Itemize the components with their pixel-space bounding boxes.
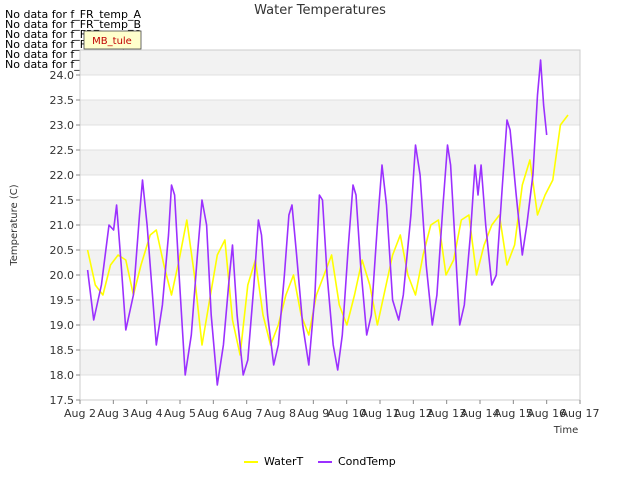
x-tick-label: Aug 14 — [461, 407, 500, 420]
grid-band — [80, 200, 580, 225]
x-tick-label: Aug 13 — [427, 407, 466, 420]
x-tick-label: Aug 16 — [527, 407, 566, 420]
y-tick-label: 21.5 — [50, 194, 75, 207]
y-tick-label: 22.5 — [50, 144, 75, 157]
y-tick-label: 18.0 — [50, 369, 75, 382]
grid-band — [80, 50, 580, 75]
y-tick-label: 20.5 — [50, 244, 75, 257]
no-data-message: No data for f_FR_temp_A — [5, 8, 141, 21]
chart-title: Water Temperatures — [254, 3, 386, 18]
grid-band — [80, 150, 580, 175]
legend-label-condtemp: CondTemp — [338, 455, 396, 468]
y-tick-label: 19.5 — [50, 294, 75, 307]
grid-band — [80, 225, 580, 250]
y-tick-label: 17.5 — [50, 394, 75, 407]
x-axis: Aug 2 Aug 3 Aug 4 Aug 5 Aug 6 Aug 7 Aug 8 Aug 9… — [64, 400, 599, 420]
x-tick-label: Aug 9 — [297, 407, 329, 420]
x-tick-label: Aug 11 — [361, 407, 400, 420]
series-line-watert — [86, 114, 569, 356]
y-tick-label: 20.0 — [50, 269, 75, 282]
series-lines — [86, 59, 569, 386]
y-tick-label: 19.0 — [50, 319, 75, 332]
series-line-condtemp — [86, 59, 548, 386]
site-tag-label: MB_tule — [92, 36, 132, 47]
no-data-message: No data for f_FR_temp_C — [5, 28, 142, 41]
no-data-message: No data for f_FR_temp_B — [5, 18, 142, 31]
grid-band — [80, 325, 580, 350]
grid-band — [80, 375, 580, 400]
y-tick-label: 23.5 — [50, 94, 75, 107]
x-tick-label: Aug 6 — [197, 407, 229, 420]
y-axis-title: Temperature (C) — [9, 184, 20, 266]
site-tag-box — [83, 30, 142, 50]
x-tick-label: Aug 5 — [164, 407, 196, 420]
y-tick-label: 22.0 — [50, 169, 75, 182]
grid-band — [80, 175, 580, 200]
y-tick-label: 21.0 — [50, 219, 75, 232]
y-tick-label: 18.5 — [50, 344, 75, 357]
x-tick-label: Aug 3 — [97, 407, 129, 420]
no-data-message: No data for f_Temp_A — [5, 48, 123, 61]
grid-band — [80, 350, 580, 375]
grid-bands — [80, 49, 580, 401]
x-tick-label: Aug 15 — [494, 407, 533, 420]
x-tick-label: Aug 8 — [264, 407, 296, 420]
legend-label-watert: WaterT — [264, 455, 304, 468]
y-axis: 17.5 18.0 18.5 19.0 19.5 20.0 20.5 21.0 21.5 22.0… — [50, 69, 80, 407]
grid-band — [80, 275, 580, 300]
no-data-message: No data for f_FD_temp — [5, 38, 129, 51]
y-tick-label: 23.0 — [50, 119, 75, 132]
x-tick-label: Aug 7 — [231, 407, 263, 420]
x-tick-label: Aug 4 — [131, 407, 163, 420]
site-tag: MB_tule — [83, 30, 142, 50]
x-tick-label: Aug 17 — [561, 407, 600, 420]
legend: WaterT CondTemp — [244, 455, 396, 468]
grid-band — [80, 100, 580, 125]
x-tick-label: Aug 12 — [394, 407, 433, 420]
y-tick-label: 24.0 — [50, 69, 75, 82]
x-tick-label: Aug 2 — [64, 407, 96, 420]
x-tick-label: Aug 10 — [327, 407, 366, 420]
grid-band — [80, 125, 580, 150]
x-axis-title: Time — [553, 425, 578, 436]
grid-band — [80, 75, 580, 100]
